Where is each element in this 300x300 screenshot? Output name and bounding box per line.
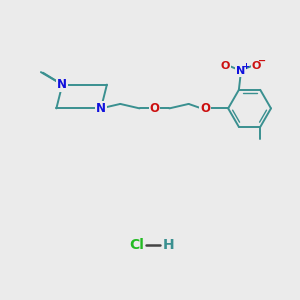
Text: O: O (251, 61, 260, 71)
Text: Cl: Cl (129, 238, 144, 252)
Text: O: O (200, 102, 210, 115)
Text: N: N (57, 78, 67, 91)
Text: N: N (236, 66, 245, 76)
Text: O: O (149, 102, 160, 115)
Text: H: H (163, 238, 174, 252)
Text: N: N (96, 102, 106, 115)
Text: +: + (242, 61, 249, 70)
Text: −: − (258, 56, 266, 66)
Text: O: O (221, 61, 230, 71)
